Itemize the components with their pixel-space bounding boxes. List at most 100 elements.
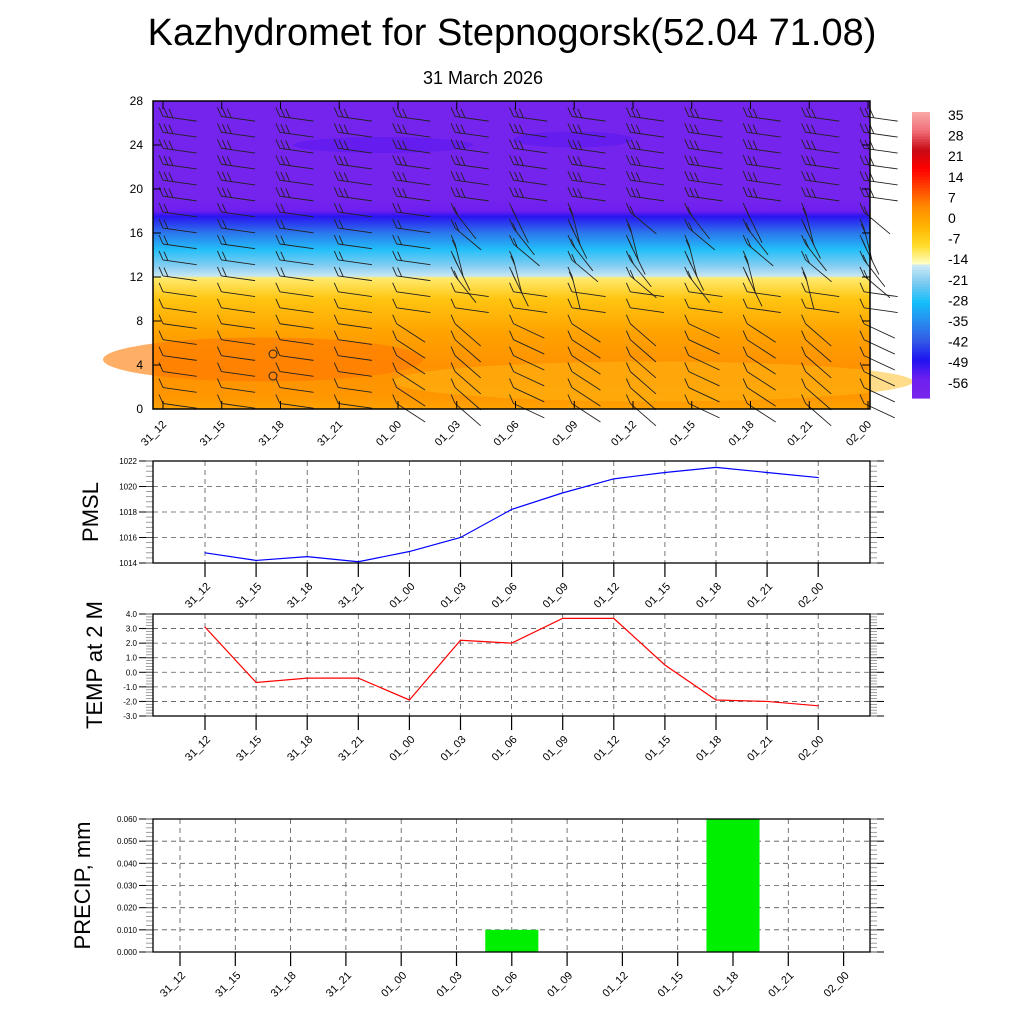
wind-barb (275, 314, 314, 329)
x-tick-label: 31_15 (198, 419, 228, 449)
wind-barb (333, 362, 372, 377)
data-point (255, 559, 257, 562)
colorbar-label: -49 (948, 354, 968, 370)
wind-barb (859, 378, 896, 403)
colorbar-swatch (912, 310, 930, 315)
y-tick-label: -2.0 (123, 697, 137, 706)
x-tick-label: 02_00 (844, 419, 874, 449)
x-tick-label: 01_00 (374, 419, 404, 449)
wind-barb (509, 330, 545, 355)
y-tick-label: 0.0 (126, 668, 138, 677)
y-tick-label: 0.000 (117, 948, 138, 957)
y-tick-label: 1016 (119, 534, 137, 543)
wind-barb (450, 202, 477, 240)
wind-barb (742, 346, 776, 375)
colorbar-swatch (912, 283, 930, 287)
wind-barb (684, 186, 723, 202)
wind-barb (392, 123, 431, 138)
y-tick-label: -3.0 (123, 712, 137, 721)
wind-barb (742, 234, 774, 267)
wind-barb (625, 107, 665, 122)
colorbar-swatch (912, 125, 930, 129)
wind-barb (625, 298, 665, 313)
data-point (255, 681, 257, 684)
wind-barb (801, 362, 832, 395)
wind-barb (742, 282, 781, 298)
colorbar-swatch (912, 163, 930, 168)
colorbar-label: -28 (948, 292, 968, 308)
plot-frame (152, 818, 871, 953)
wind-barb (509, 378, 545, 403)
x-tick-label: 01_18 (711, 970, 741, 1000)
x-tick-label: 01_15 (668, 419, 698, 449)
wind-barb (450, 298, 489, 313)
x-tick-label: 01_12 (609, 419, 639, 449)
wind-barb (859, 330, 896, 355)
data-point (511, 508, 513, 511)
wind-barb (450, 282, 489, 298)
wind-barb (567, 394, 601, 423)
wind-barb (333, 123, 372, 138)
wind-barb (801, 123, 840, 138)
wind-barb (859, 266, 891, 299)
colorbar-swatch (912, 185, 930, 189)
x-tick-label: 01_15 (656, 970, 686, 1000)
y-tick-label: 0.050 (117, 837, 138, 846)
wind-barb (392, 298, 431, 313)
wind-barb (333, 330, 372, 345)
colorbar-swatch (912, 128, 930, 132)
wind-barb (859, 218, 873, 262)
wind-barb (684, 314, 720, 339)
data-point (562, 492, 564, 494)
wind-barb (158, 362, 197, 377)
wind-barb (158, 139, 197, 154)
wind-barb (392, 171, 431, 186)
x-tick-label: 01_18 (694, 581, 724, 611)
wind-barb (684, 202, 711, 240)
wind-barb (801, 378, 832, 411)
wind-barb (217, 282, 256, 298)
colorbar-swatch (912, 193, 930, 198)
colorbar-swatch (912, 174, 930, 178)
colorbar-swatch (912, 324, 930, 328)
wind-barb (801, 171, 840, 186)
x-tick-label: 01_21 (785, 419, 815, 449)
wind-barb (742, 378, 776, 407)
wind-barb (742, 250, 756, 294)
wind-barb (801, 314, 832, 347)
colorbar-swatch (912, 234, 930, 238)
wind-barb (158, 107, 197, 122)
colorbar-swatch (912, 256, 930, 260)
x-tick-label: 01_00 (379, 970, 409, 1000)
colorbar-swatch (912, 144, 930, 149)
colorbar-swatch (912, 259, 930, 263)
colorbar-label: -56 (948, 375, 968, 391)
data-point (562, 617, 564, 619)
colorbar-swatch (912, 289, 930, 293)
colorbar-swatch (912, 218, 930, 222)
wind-barb (625, 282, 665, 298)
wind-barb (567, 107, 606, 122)
wind-barb (450, 330, 482, 363)
y-tick-label: 24 (130, 138, 144, 152)
colorbar-swatch (912, 332, 930, 336)
colorbar-swatch (912, 226, 930, 230)
plot-frame (152, 100, 871, 410)
x-tick-label: 01_21 (745, 734, 775, 764)
x-tick-label: 01_18 (694, 734, 724, 764)
wind-barb (742, 107, 781, 122)
colorbar-swatch (912, 392, 930, 396)
colorbar-swatch (912, 131, 930, 135)
y-tick-label: 3.0 (126, 625, 138, 634)
wind-barb (801, 139, 840, 154)
wind-barb (158, 202, 197, 218)
wind-barb (217, 330, 256, 345)
data-point (664, 471, 666, 474)
colorbar-swatch (912, 223, 930, 227)
wind-barb (801, 250, 832, 283)
data-point (511, 642, 513, 644)
wind-barb (333, 282, 372, 298)
data-point (459, 536, 462, 539)
wind-barb (450, 186, 489, 202)
wind-barb (567, 202, 581, 246)
